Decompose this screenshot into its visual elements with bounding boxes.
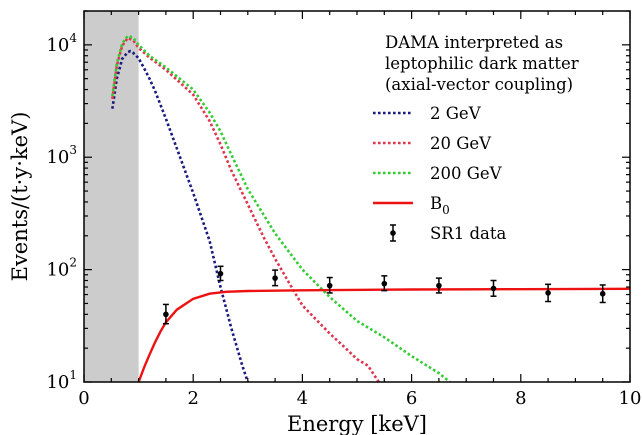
legend-label: 20 GeV <box>430 134 492 153</box>
data-point <box>599 284 606 304</box>
x-tick-label: 2 <box>187 388 198 409</box>
data-point <box>272 269 279 287</box>
x-tick-label: 4 <box>297 388 308 409</box>
data-point-marker <box>381 280 388 287</box>
y-tick-label: 101 <box>46 368 77 393</box>
legend-title-line: DAMA interpreted as <box>385 33 563 52</box>
data-point <box>326 276 333 294</box>
legend-marker <box>390 230 396 236</box>
data-point <box>381 275 388 292</box>
legend-title-line: (axial-vector coupling) <box>385 75 573 94</box>
y-tick-label: 103 <box>46 143 77 168</box>
data-point-marker <box>545 290 551 296</box>
data-point-marker <box>163 311 169 318</box>
legend-title-line: leptophilic dark matter <box>385 54 579 73</box>
x-tick-label: 6 <box>406 388 417 409</box>
excluded-region <box>84 11 139 382</box>
y-tick-label: 102 <box>46 256 77 281</box>
y-axis-label: Events/(t·y·keV) <box>8 112 32 282</box>
data-point-marker <box>436 282 442 289</box>
series-line-1 <box>111 36 380 382</box>
data-point-marker <box>272 275 278 281</box>
data-point <box>162 303 169 325</box>
x-tick-label: 8 <box>515 388 526 409</box>
legend: DAMA interpreted as leptophilic dark matt… <box>373 33 579 243</box>
legend-label: 200 GeV <box>430 164 503 183</box>
series-layer <box>111 34 630 382</box>
x-tick-label: 0 <box>78 388 89 409</box>
legend-label: B0 <box>430 194 450 217</box>
data-point-marker <box>217 270 224 277</box>
shaded-region <box>84 11 139 382</box>
data-point <box>545 283 552 303</box>
data-point-marker <box>490 285 497 292</box>
data-point-marker <box>599 290 606 297</box>
series-line-3 <box>137 287 630 382</box>
x-axis-label: Energy [keV] <box>287 412 427 435</box>
data-point <box>435 277 442 294</box>
plot-frame <box>83 10 631 383</box>
y-tick-label: 104 <box>46 31 77 56</box>
data-point <box>217 265 224 282</box>
legend-label: SR1 data <box>430 224 506 243</box>
data-points-layer <box>162 265 606 325</box>
legend-label: 2 GeV <box>430 104 482 123</box>
x-tick-label: 10 <box>619 388 642 409</box>
data-point-marker <box>326 282 333 289</box>
data-point <box>490 279 497 297</box>
series-line-2 <box>111 34 451 382</box>
